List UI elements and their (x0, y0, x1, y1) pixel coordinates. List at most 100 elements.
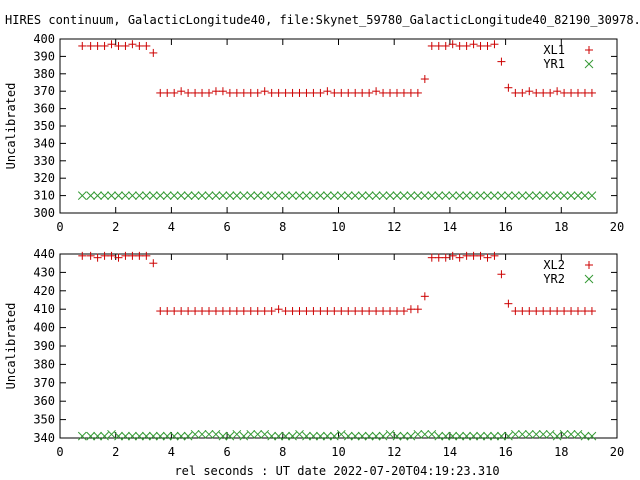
panel1-YR1-point-23-d2 (239, 191, 249, 200)
panel1-ytick-label-9: 390 (33, 49, 55, 63)
panel2-xtick-label-3: 6 (223, 445, 230, 459)
panel2-YR2-point-5-d2 (114, 431, 123, 441)
panel2-series-XL2 (78, 251, 596, 316)
panel1-xtick-label-7: 14 (443, 220, 457, 234)
panel1-YR1-point-49-d2 (420, 191, 430, 200)
panel1-legend-marker-YR1-d2 (584, 59, 594, 69)
panel2-YR2-point-50-d2 (427, 429, 437, 439)
panel1-YR1-point-10-d2 (148, 191, 158, 200)
panel2-YR2-point-68-d2 (552, 431, 562, 441)
panel2-legend-label-XL2: XL2 (543, 258, 565, 272)
panel1-YR1-point-68-d2 (552, 191, 562, 200)
panel2-YR2-point-59-d2 (490, 431, 499, 441)
panel2-YR2-point-32-d2 (302, 431, 311, 441)
panel2-YR2-point-11-d2 (155, 431, 165, 441)
panel2-YR2-point-56-d2 (469, 431, 478, 441)
panel2-YR2-point-3-d2 (100, 431, 109, 441)
panel2-ytick-label-1: 350 (33, 413, 55, 427)
panel1-YR1-point-16-d2 (190, 191, 200, 200)
panel2-YR2-point-67-d2 (545, 429, 555, 439)
panel2-ytick-label-0: 340 (33, 431, 55, 445)
panel1-series-XL1 (78, 40, 596, 97)
panel1-YR1-point-24-d2 (246, 191, 256, 200)
panel2-ytick-label-9: 430 (33, 265, 55, 279)
panel1-frame (59, 38, 618, 214)
panel2-frame (59, 253, 618, 439)
panel2-YR2-point-43-d2 (378, 431, 388, 441)
panel1-YR1-point-70-d2 (566, 191, 576, 200)
panel1-YR1-point-26-d2 (260, 191, 270, 200)
panel1-YR1-point-33-d2 (309, 191, 318, 200)
panel2-YR2-point-21-d2 (225, 431, 235, 441)
panel2-YR2-point-73-d2 (587, 431, 597, 441)
panel2-YR2-point-54-d2 (455, 431, 465, 441)
panel1-legend-label-YR1: YR1 (543, 57, 565, 71)
panel1-YR1-point-61-d2 (504, 191, 513, 200)
panel2-xtick-label-6: 12 (387, 445, 401, 459)
panel1-YR1-point-6-d2 (121, 191, 130, 200)
panel2-YR2-point-17-d2 (197, 429, 207, 439)
panel1-YR1-point-32-d2 (302, 191, 311, 200)
panel2-ytick-label-6: 400 (33, 321, 55, 335)
panel2-YR2-point-57-d2 (476, 431, 485, 441)
panel1-series-YR1 (77, 191, 597, 200)
panel1-YR1-point-63-d2 (517, 191, 527, 200)
panel1-YR1-point-65-d2 (531, 191, 541, 200)
panel1-ytick-label-4: 340 (33, 136, 55, 150)
panel1-YR1-point-48-d2 (413, 191, 423, 200)
panel2-YR2-point-13-d2 (169, 431, 179, 441)
panel1-YR1-point-71-d2 (573, 191, 583, 200)
panel2-YR2-point-7-d2 (128, 431, 137, 441)
panel1-xtick-label-3: 6 (223, 220, 230, 234)
panel2-YR2-point-18-d2 (204, 429, 214, 439)
panel1-YR1-point-40-d2 (357, 191, 367, 200)
panel1-YR1-point-58-d2 (483, 191, 492, 200)
panel2-YR2-point-36-d2 (329, 431, 339, 441)
panel2-YR2-point-6-d2 (121, 431, 130, 441)
panel1-ytick-label-7: 370 (33, 84, 55, 98)
panel2-YR2-point-20-d2 (218, 431, 228, 441)
panel2-YR2-point-55-d2 (462, 431, 471, 441)
panel2-y-axis-label: Uncalibrated (4, 303, 18, 390)
panel1-YR1-point-67-d2 (545, 191, 555, 200)
panel2-YR2-point-72-d2 (580, 431, 590, 441)
panel2-YR2-point-15-d2 (183, 431, 193, 441)
panel1-YR1-point-13-d2 (169, 191, 179, 200)
panel1-YR1-point-62-d2 (510, 191, 520, 200)
panel1-YR1-point-59-d2 (490, 191, 499, 200)
panel1-ytick-label-2: 320 (33, 171, 55, 185)
panel1-YR1-point-20-d2 (218, 191, 228, 200)
panel2-YR2-point-8-d2 (135, 431, 144, 441)
panel2-YR2-point-60-d2 (497, 431, 506, 441)
panel2-YR2-point-51-d2 (434, 431, 444, 441)
panel2-YR2-point-48-d2 (413, 429, 423, 439)
panel2-ytick-label-3: 370 (33, 376, 55, 390)
panel2-YR2-point-47-d2 (406, 431, 416, 441)
panel1-YR1-point-51-d2 (434, 191, 444, 200)
panel1: 300 310 320 330 340 350 360 370 380 390 400 0 2 4 6 8 10… (4, 32, 624, 234)
panel1-ytick-label-10: 400 (33, 32, 55, 46)
panel2-ytick-label-7: 410 (33, 302, 55, 316)
panel2-YR2-point-24-d2 (246, 429, 256, 439)
panel2-YR2-point-22-d2 (232, 429, 242, 439)
panel2-xtick-label-9: 18 (554, 445, 568, 459)
panel1-xtick-label-0: 0 (56, 220, 63, 234)
panel2-YR2-point-41-d2 (364, 431, 374, 441)
panel1-ytick-label-6: 360 (33, 102, 55, 116)
panel1-YR1-point-38-d2 (343, 191, 353, 200)
panel1-ytick-label-3: 330 (33, 154, 55, 168)
panel2-YR2-point-1-d2 (86, 431, 95, 441)
panel2-YR2-point-16-d2 (190, 429, 200, 439)
panel2-YR2-point-25-d2 (253, 429, 263, 439)
panel1-YR1-point-54-d2 (455, 191, 465, 200)
panel2-xtick-label-4: 8 (279, 445, 286, 459)
panel2: 340 350 360 370 380 390 400 410 420 430 440 0 2 4 6 8 10… (4, 247, 624, 459)
panel1-YR1-point-19-d2 (211, 191, 221, 200)
panel2-YR2-point-38-d2 (343, 431, 353, 441)
panel2-YR2-point-53-d2 (448, 431, 458, 441)
panel2-ytick-label-10: 440 (33, 247, 55, 261)
panel2-xtick-label-5: 10 (331, 445, 345, 459)
panel1-YR1-point-45-d2 (392, 191, 402, 200)
panel1-YR1-point-73-d2 (587, 191, 597, 200)
panel1-YR1-point-34-d2 (316, 191, 325, 200)
